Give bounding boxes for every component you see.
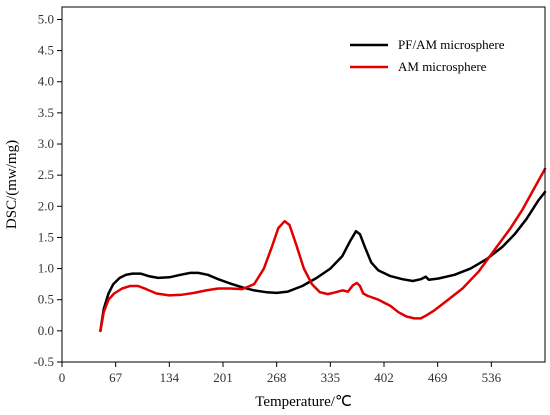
x-tick-label: 469 xyxy=(428,370,448,385)
y-tick-label: 4.0 xyxy=(38,74,54,89)
y-tick-label: 0.5 xyxy=(38,292,54,307)
x-tick-label: 402 xyxy=(374,370,394,385)
y-tick-label: 3.5 xyxy=(38,105,54,120)
x-tick-label: 268 xyxy=(267,370,287,385)
x-tick-label: 67 xyxy=(109,370,123,385)
legend: PF/AM microsphere AM microsphere xyxy=(350,37,505,74)
x-tick-label: 134 xyxy=(160,370,180,385)
y-tick-label: 2.0 xyxy=(38,198,54,213)
y-tick-label: 1.0 xyxy=(38,261,54,276)
axes-layer xyxy=(61,6,546,363)
x-axis-title: Temperature/℃ xyxy=(255,394,352,410)
x-tick-label: 536 xyxy=(482,370,502,385)
x-tick-label: 0 xyxy=(59,370,66,385)
plot-frame xyxy=(61,6,546,363)
series-line-0 xyxy=(99,190,547,333)
y-tick-label: 0.0 xyxy=(38,323,54,338)
series-line-1 xyxy=(99,167,547,333)
lines-layer xyxy=(99,167,547,333)
y-tick-label: 3.0 xyxy=(38,136,54,151)
y-tick-label: 4.5 xyxy=(38,43,54,58)
x-tick-label: 201 xyxy=(213,370,233,385)
y-axis-title: DSC/(mw/mg) xyxy=(4,140,20,229)
y-tick-label: -0.5 xyxy=(33,354,54,369)
legend-label-1: AM microsphere xyxy=(398,59,487,74)
y-tick-label: 1.5 xyxy=(38,229,54,244)
y-tick-label: 2.5 xyxy=(38,167,54,182)
ticks-layer: 0 67 134 201 268 335 402 469 536 -0.5 0.0 0.5 1.0 1.5… xyxy=(33,11,501,385)
legend-label-0: PF/AM microsphere xyxy=(398,37,505,52)
x-tick-label: 335 xyxy=(321,370,341,385)
y-tick-label: 5.0 xyxy=(38,11,54,26)
